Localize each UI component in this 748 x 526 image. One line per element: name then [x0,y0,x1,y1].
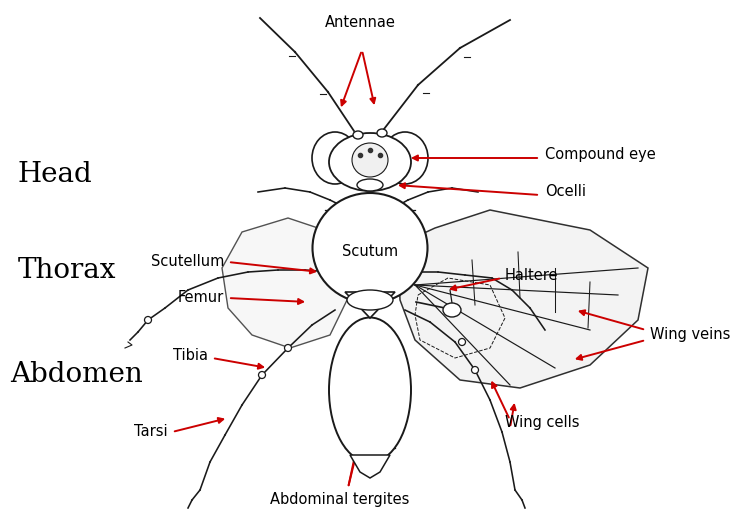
Text: Abdominal tergites: Abdominal tergites [270,492,410,507]
Text: Scutellum: Scutellum [150,255,224,269]
Text: Wing veins: Wing veins [650,328,730,342]
Text: Femur: Femur [178,290,224,306]
Text: Thorax: Thorax [18,257,117,284]
Ellipse shape [353,131,363,139]
Text: Tarsi: Tarsi [135,424,168,440]
Text: Abdomen: Abdomen [10,361,143,389]
Polygon shape [350,455,390,478]
Ellipse shape [377,129,387,137]
Ellipse shape [313,193,428,303]
Ellipse shape [284,345,292,351]
Text: Antennae: Antennae [325,15,396,30]
Text: Tibia: Tibia [173,348,208,362]
Ellipse shape [312,132,358,184]
Text: Compound eye: Compound eye [545,147,656,163]
Ellipse shape [471,367,479,373]
Ellipse shape [329,318,411,462]
Text: Head: Head [18,161,93,188]
Ellipse shape [357,179,383,191]
Ellipse shape [329,133,411,191]
Text: Wing cells: Wing cells [505,415,580,430]
Ellipse shape [144,317,152,323]
Ellipse shape [382,132,428,184]
Ellipse shape [352,143,388,177]
Text: Ocelli: Ocelli [545,185,586,199]
Ellipse shape [259,371,266,379]
Polygon shape [398,210,648,388]
Ellipse shape [459,339,465,346]
Text: Haltere: Haltere [505,268,559,282]
Polygon shape [345,292,395,318]
Ellipse shape [443,303,461,317]
Text: Scutum: Scutum [342,245,398,259]
Ellipse shape [347,290,393,310]
Polygon shape [222,218,348,348]
